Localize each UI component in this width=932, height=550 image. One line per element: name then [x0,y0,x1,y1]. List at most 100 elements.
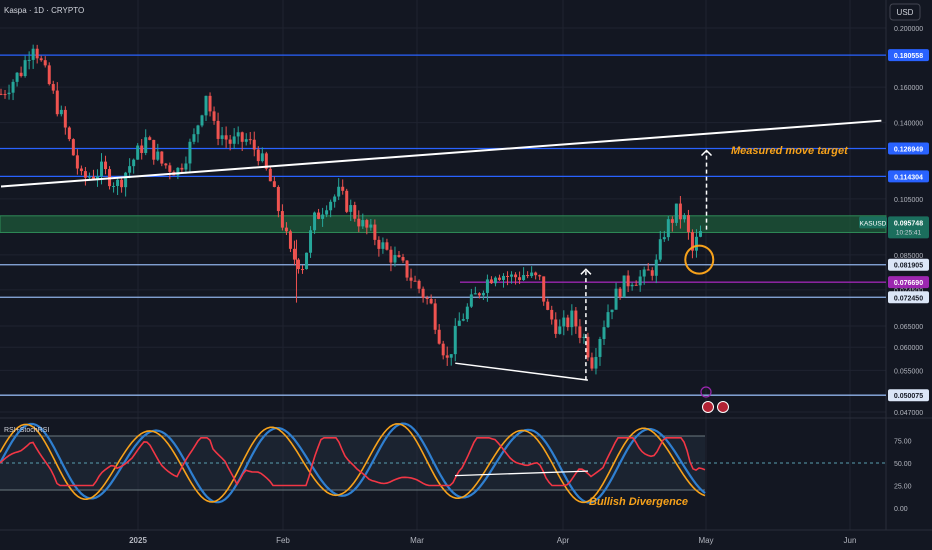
candle-body [461,319,465,321]
candle-body [401,257,405,261]
candle-body [228,139,232,144]
countdown-label: 10:25:41 [896,229,922,236]
candle-body [232,136,236,144]
candle-body [268,168,272,182]
candle-body [91,176,95,179]
candle-body [67,127,71,140]
rsi-tick-label: 75.00 [894,439,912,446]
candle-body [244,139,248,142]
candle-body [220,135,224,139]
candle-body [240,132,244,142]
candle-body [626,275,630,287]
divergence-annotation: Bullish Divergence [589,496,688,508]
candle-body [602,327,606,340]
candle-body [586,336,590,358]
time-axis[interactable]: 2025 Feb Mar Apr May Jun [129,536,856,545]
candle-body [530,272,534,277]
candle-body [522,275,526,281]
support-zone [0,215,887,233]
candle-body [100,161,103,177]
candle-body [59,109,63,115]
symbol-title: Kaspa · 1D · CRYPTO [4,6,84,15]
x-tick-label: Jun [844,536,857,545]
candle-body [361,220,365,227]
y-tick-label: 0.065000 [894,324,923,331]
candle-body [55,90,59,115]
candle-body [481,292,485,296]
candle-body [256,149,260,162]
price-badge-label: 0.114304 [894,174,923,181]
candle-body [518,277,522,281]
y-tick-label: 0.140000 [894,121,923,128]
candle-body [325,210,329,215]
candle-body [449,354,453,358]
candle-body [329,201,333,211]
candle-body [7,92,11,95]
candle-body [381,242,385,249]
price-badge [888,389,929,402]
candle-body [51,84,55,91]
candle-body [248,139,252,141]
candle-body [337,186,341,197]
candle-body [618,288,622,298]
candle-body [19,72,23,77]
candle-body [369,224,373,228]
candle-body [296,259,300,270]
candle-body [75,155,79,169]
candle-body [79,168,83,172]
candle-body [686,215,690,233]
candle-body [184,163,188,170]
highlight-circle [684,244,715,275]
currency-button[interactable]: USD [889,3,921,21]
currency-label: USD [897,8,914,17]
candle-body [301,269,304,271]
candle-body [35,48,39,59]
x-tick-label: May [698,536,713,545]
price-badge-label: 0.126949 [894,147,923,154]
candle-body [694,236,698,251]
rsi-tick-label: 25.00 [894,484,912,491]
candle-body [47,65,51,85]
candle-body [280,211,284,228]
candle-body [570,310,574,328]
candle-body [71,139,75,156]
candle-body [534,272,538,276]
price-badge [888,276,929,289]
candle-body [670,219,674,223]
candle-body [365,220,369,228]
y-tick-label: 0.047000 [894,410,923,417]
candle-body [120,179,124,188]
drawings [0,119,882,413]
candle-body [550,309,554,320]
candle-body [630,284,634,287]
candle-body [425,297,429,299]
candle-body [168,165,172,172]
candle-body [196,125,200,135]
candle-body [666,219,670,238]
candle-body [333,196,337,202]
candle-body [506,275,510,277]
candle-body [156,151,160,160]
candle-body [377,239,381,249]
candle-body [31,48,35,60]
candle-body [27,59,31,61]
candle-body [132,159,136,167]
candle-body [353,205,357,219]
candle-body [658,239,662,260]
candle-body [112,185,116,187]
candle-body [15,72,19,82]
candle-body [148,137,152,140]
price-badge-label: 0.076690 [894,280,923,287]
candle-body [594,356,598,369]
candle-body [345,190,349,212]
candle-body [128,166,132,173]
candle-body [542,276,546,302]
candle-body [485,279,489,293]
candle-body [116,179,120,186]
candle-body [558,326,562,334]
candle-body [321,214,325,219]
candle-body [678,203,682,220]
candle-body [598,339,602,357]
candle-body [43,60,47,66]
